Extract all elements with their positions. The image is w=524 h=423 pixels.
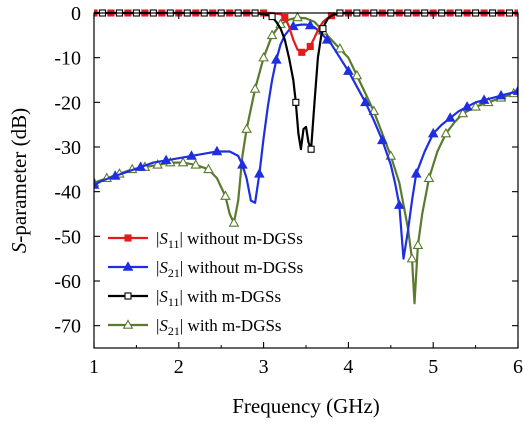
series-2-point: [512, 85, 518, 95]
series-2-point: [254, 168, 265, 178]
series-4-point: [351, 69, 363, 80]
series-2-point: [410, 168, 422, 178]
legend-label: |S21| with m-DGSs: [156, 316, 282, 338]
series-2-point: [495, 89, 507, 100]
series-4-point: [423, 172, 435, 183]
x-tick-label: 6: [513, 356, 523, 378]
x-tick-label: 4: [343, 356, 353, 378]
series-2-point: [135, 161, 146, 171]
legend-marker: [124, 292, 132, 300]
series-2-point: [186, 150, 197, 160]
series-4-point: [334, 43, 346, 53]
series-4-point: [152, 159, 163, 169]
y-tick-label: -50: [54, 226, 81, 248]
series-4: [94, 11, 518, 305]
series-2-point: [160, 154, 172, 165]
series-1-point: [281, 13, 289, 22]
series-2-point: [109, 170, 121, 180]
series-1-point: [298, 48, 306, 56]
x-tick-label: 3: [259, 356, 269, 378]
legend-label: |S11| with m-DGSs: [156, 287, 281, 309]
series-3-point: [307, 145, 315, 153]
series-4-point: [292, 11, 303, 22]
series-1-point: [306, 42, 314, 51]
series-4-point: [220, 190, 231, 200]
legend-item-3: |S11| with m-DGSs: [108, 287, 281, 309]
series-line-3: [94, 11, 518, 151]
y-axis-title-rest: -parameter (dB): [7, 108, 31, 243]
series-line-2: [94, 23, 518, 260]
y-tick-label: -60: [54, 271, 81, 293]
y-axis-title: S-parameter (dB): [7, 108, 31, 253]
series-2-point: [444, 112, 456, 122]
series-4-point: [177, 156, 189, 167]
series-2-point: [304, 19, 316, 30]
series-4-point: [457, 107, 469, 118]
legend-label: |S11| without m-DGSs: [156, 229, 303, 251]
series-4-point: [412, 239, 424, 250]
legend-marker: [122, 261, 134, 271]
series-2-point: [393, 199, 405, 209]
series-4-point: [241, 123, 252, 133]
series-2-point: [377, 134, 388, 145]
series-2-point: [360, 96, 371, 107]
y-tick-label: 0: [71, 3, 81, 25]
series-2-point: [461, 101, 473, 111]
series-2-point: [237, 159, 248, 169]
legend-marker: [122, 319, 134, 329]
legend: |S11| without m-DGSs |S21| without m-DGSs…: [108, 229, 303, 338]
series-3-point: [268, 13, 276, 21]
legend-item-1: |S11| without m-DGSs: [108, 229, 303, 251]
series-2: [94, 19, 518, 260]
series-2-point: [287, 20, 299, 31]
series-2-point: [211, 145, 223, 156]
series-4-point: [249, 83, 261, 93]
series-layer: [94, 9, 518, 305]
legend-item-2: |S21| without m-DGSs: [108, 258, 303, 280]
y-tick-label: -40: [54, 182, 81, 204]
series-1: [94, 9, 518, 56]
y-tick-label: -30: [54, 137, 81, 159]
y-tick-label: -70: [54, 316, 81, 338]
x-axis-title: Frequency (GHz): [232, 394, 380, 418]
series-4-point: [368, 105, 380, 116]
series-4-point: [440, 127, 452, 138]
series-4-point: [406, 252, 418, 263]
series-3: [94, 9, 518, 153]
legend-label: |S21| without m-DGSs: [156, 258, 303, 280]
legend-item-4: |S21| with m-DGSs: [108, 316, 282, 338]
x-tick-label: 1: [89, 356, 99, 378]
series-2-point: [478, 94, 490, 104]
ticks-layer: 1 2 3 4 5 6 0 -10 -20 -30 -40 -50 -60 -70: [54, 3, 523, 378]
series-4-point: [190, 159, 202, 169]
y-tick-label: -10: [54, 48, 81, 70]
series-4-point: [266, 29, 278, 40]
series-2-point: [94, 179, 100, 189]
series-3-point: [319, 25, 327, 33]
series-2-point: [427, 127, 439, 138]
series-2-point: [321, 34, 333, 44]
y-axis-title-symbol: S: [7, 242, 31, 253]
y-tick-label: -20: [54, 92, 81, 114]
series-3-point: [292, 98, 300, 106]
x-tick-label: 5: [428, 356, 438, 378]
series-4-point: [228, 217, 240, 227]
legend-marker: [124, 234, 132, 242]
series-4-point: [470, 101, 481, 111]
x-tick-label: 2: [174, 356, 184, 378]
series-4-point: [203, 163, 214, 174]
series-2-point: [271, 54, 282, 64]
series-2-point: [343, 65, 354, 75]
series-4-point: [258, 51, 269, 62]
